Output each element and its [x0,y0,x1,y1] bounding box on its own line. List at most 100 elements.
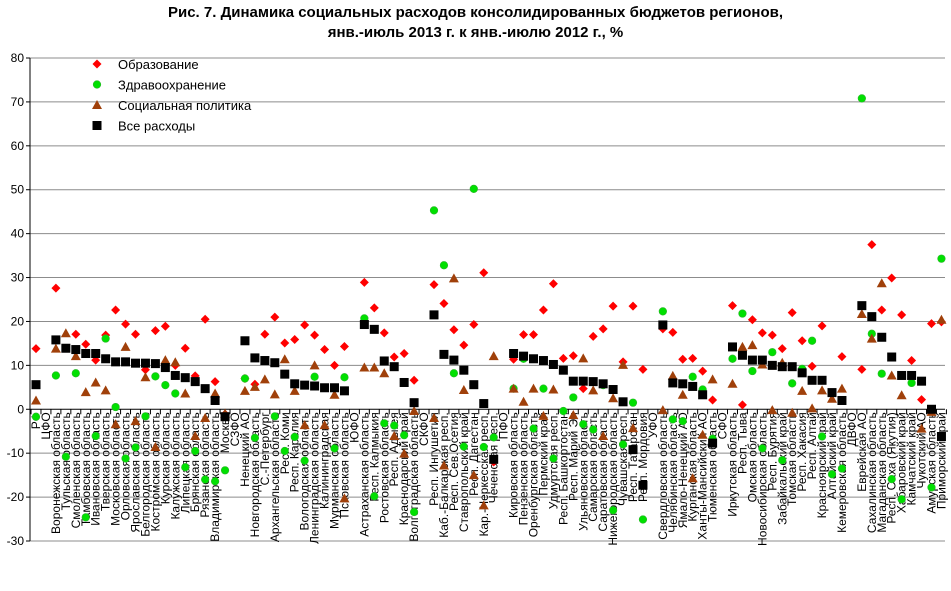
social-policy-point [438,460,449,470]
social-policy-point [70,351,81,361]
total-expenses-point [817,375,827,385]
healthcare-point [897,495,906,504]
education-point [857,364,867,374]
social-policy-point [50,343,61,353]
healthcare-point [141,412,150,421]
x-tick-label: СКФО [417,412,431,446]
total-expenses-point [379,356,389,366]
healthcare-point [61,452,70,461]
social-policy-point [80,387,91,397]
x-tick-label: Липецкая область [178,412,192,513]
education-point [81,339,91,349]
social-policy-point [389,431,400,441]
x-tick-label: ПФО [497,412,511,439]
healthcare-point [877,369,886,378]
x-tick-label: Красноярский край [815,412,829,518]
x-tick-label: Ямало-Ненецкий АО [676,412,690,528]
healthcare-point [907,378,916,388]
healthcare-point [788,379,797,388]
healthcare-point [111,402,120,412]
social-policy-point [180,388,191,398]
social-policy-point [259,374,270,384]
education-point [728,301,737,311]
x-tick-label: Чувашская респ. [616,412,630,506]
x-tick-label: Астраханская область [357,412,371,536]
social-policy-point [160,355,171,365]
healthcare-point [738,309,747,318]
healthcare-point [410,507,419,517]
x-tick-label: Респ. Карелия [288,412,302,492]
x-tick-label: Респ. Татарстан [626,412,640,502]
legend-label: Образование [118,57,199,72]
social-policy-point [707,374,718,384]
total-expenses-point [728,342,737,352]
y-tick-label: 50 [11,183,25,197]
education-point [598,324,608,334]
total-expenses-point [578,376,588,386]
social-policy-point [667,370,678,380]
total-expenses-point [200,384,210,394]
social-policy-point [329,389,340,399]
education-point [608,301,618,311]
education-point [51,283,61,293]
healthcare-point [270,412,279,421]
total-expenses-point [409,398,419,408]
legend: Образование Здравоохранение Социальная пол… [92,57,252,134]
x-tick-label: Кировская область [507,412,521,518]
x-tick-label: Курганская область [686,412,700,521]
total-expenses-point [837,395,847,405]
x-tick-label: Смоленская область [69,412,83,528]
social-policy-point [916,423,927,433]
healthcare-point [250,433,259,442]
social-policy-point [697,429,708,439]
social-policy-point [508,383,519,393]
total-expenses-point [688,381,698,391]
healthcare-point [837,464,847,473]
total-expenses-point [81,349,91,359]
total-expenses-point [489,454,499,464]
total-expenses-point [439,349,449,359]
education-point [668,327,678,337]
x-tick-label: Ленинградская область [308,412,322,544]
social-policy-point [100,385,111,395]
healthcare-point [201,475,210,484]
x-tick-label: Ненецкий АО [238,412,252,487]
healthcare-point [181,463,190,472]
x-tick-label: Томская область [785,412,799,506]
education-point [150,326,160,336]
education-point [111,305,121,315]
healthcare-point [529,424,538,433]
social-policy-point [886,370,897,380]
healthcare-point [71,369,80,378]
healthcare-point [827,470,837,479]
x-tick-label: Приморский край [934,412,948,509]
social-policy-point [110,419,121,429]
healthcare-point [569,393,578,402]
education-point [180,343,190,353]
total-expenses-point [310,381,320,391]
x-tick-label: Магаданская область [875,412,889,532]
healthcare-point [330,444,339,453]
x-tick-label: Респ. Саха (Якутия) [885,412,899,523]
total-expenses-point [509,349,519,359]
healthcare-point [559,406,568,416]
healthcare-point [161,381,170,390]
x-tick-label: Челябинская область [666,412,680,532]
x-tick-label: Ярославская область [129,412,143,532]
healthcare-point [549,454,558,463]
total-expenses-point [548,359,558,369]
healthcare-point [778,456,787,465]
education-point [449,325,459,335]
x-tick-label: Рязанская область [198,412,212,517]
total-expenses-point [180,373,190,383]
social-policy-point [538,410,549,420]
total-expenses-point [867,312,877,322]
social-policy-point [299,420,310,430]
x-tick-label: Вологодская область [298,412,312,530]
total-expenses-point [747,355,757,365]
education-point [439,298,449,308]
social-policy-point [409,406,420,416]
x-tick-label: Тульская область [59,412,73,510]
social-policy-point [687,473,698,483]
